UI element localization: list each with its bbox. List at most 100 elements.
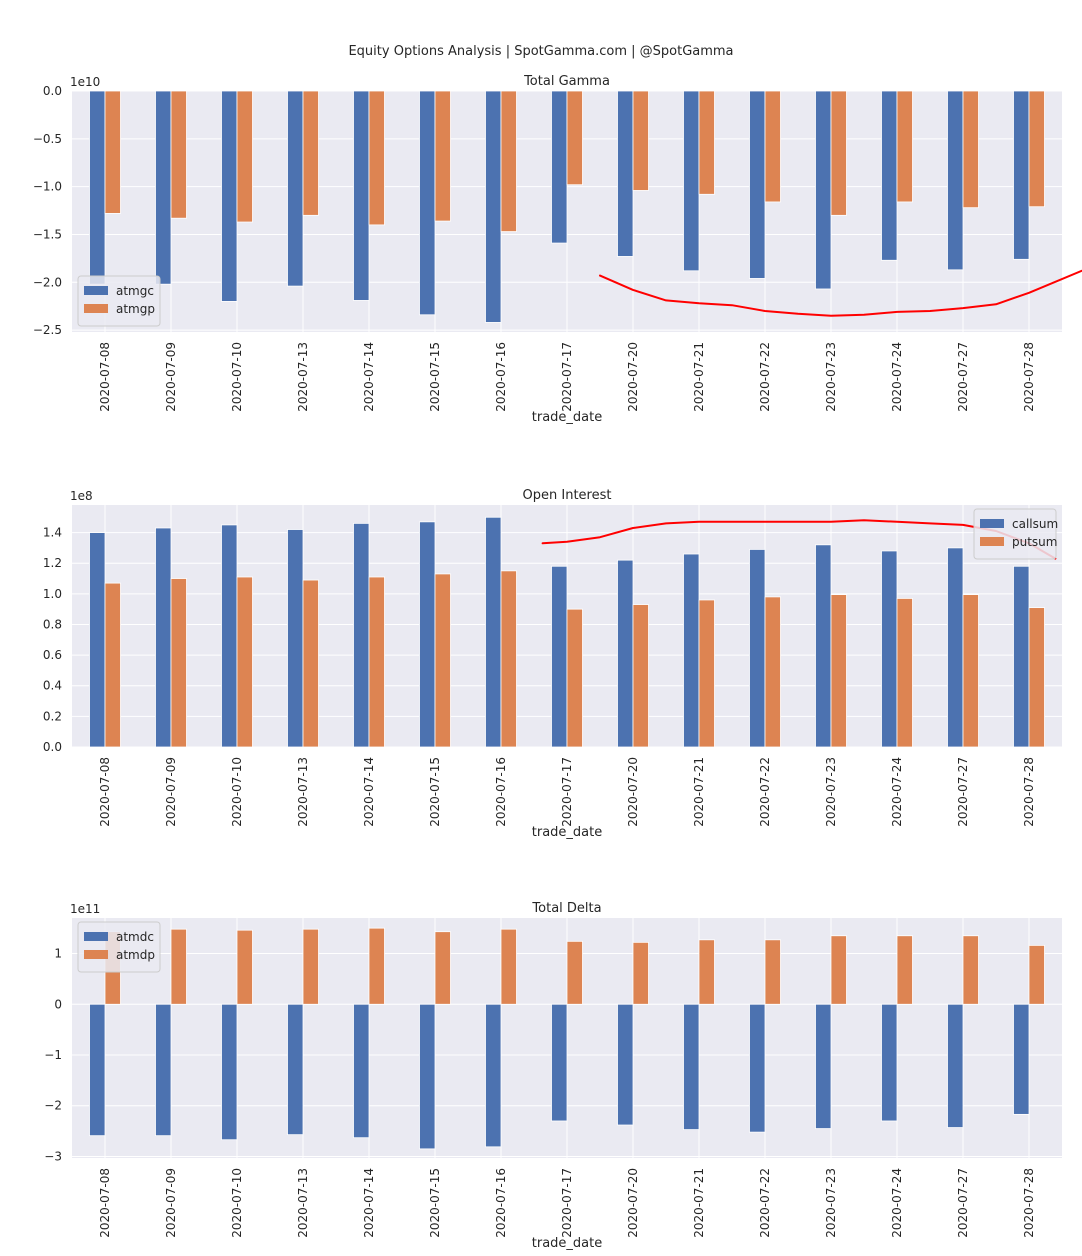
bar-atmgp — [764, 90, 781, 203]
bar-atmdc — [89, 1003, 106, 1137]
bar-putsum — [632, 604, 649, 748]
xtick-label: 2020-07-21 — [692, 342, 706, 412]
xtick-label: 2020-07-23 — [824, 1168, 838, 1238]
bar-putsum — [698, 599, 715, 748]
legend-label-atmdc: atmdc — [116, 930, 154, 944]
xtick-label: 2020-07-16 — [494, 757, 508, 827]
bar-callsum — [947, 547, 964, 748]
xtick-label: 2020-07-21 — [692, 1168, 706, 1238]
xtick-label: 2020-07-16 — [494, 342, 508, 412]
panel-0: 0.0 −0.5 −1.0 −1.5 −2.0 −2.5 1e10 Total Gamma 20… — [33, 74, 1082, 425]
bar-atmgc — [419, 90, 436, 316]
legend: callsum putsum — [973, 508, 1058, 560]
bar-callsum — [881, 550, 898, 748]
ytick-label: 0.8 — [43, 617, 62, 631]
x-axis-label: trade_date — [532, 825, 602, 840]
bar-atmgc — [155, 90, 172, 285]
xtick-label: 2020-07-28 — [1022, 342, 1036, 412]
bar-atmdp — [170, 928, 187, 1005]
bar-atmdc — [353, 1003, 370, 1139]
bar-atmdc — [749, 1003, 766, 1133]
bar-atmdc — [551, 1003, 568, 1122]
bar-atmgp — [698, 90, 715, 195]
bar-atmdp — [632, 941, 649, 1005]
xtick-label: 2020-07-24 — [890, 1168, 904, 1238]
legend-label-atmgp: atmgp — [116, 302, 155, 316]
ytick-label: 0.2 — [43, 709, 62, 723]
bar-atmgp — [566, 90, 583, 186]
bar-atmdc — [683, 1003, 700, 1130]
bar-atmdc — [947, 1003, 964, 1128]
xtick-label: 2020-07-14 — [362, 1168, 376, 1238]
xtick-label: 2020-07-22 — [758, 1168, 772, 1238]
xtick-label: 2020-07-17 — [560, 1168, 574, 1238]
xtick-label: 2020-07-09 — [164, 757, 178, 827]
axis-offset-label: 1e10 — [70, 75, 100, 89]
bar-callsum — [89, 532, 106, 748]
bar-atmgc — [1013, 90, 1030, 260]
bar-putsum — [302, 579, 319, 748]
bar-putsum — [434, 573, 451, 748]
bar-callsum — [815, 544, 832, 748]
bar-atmgp — [962, 90, 979, 209]
bar-atmgc — [749, 90, 766, 279]
bar-atmdc — [881, 1003, 898, 1122]
bar-atmgc — [221, 90, 238, 302]
ytick-label: 0.0 — [43, 84, 62, 98]
bar-callsum — [683, 553, 700, 748]
legend-label-callsum: callsum — [1012, 517, 1058, 531]
xtick-label: 2020-07-08 — [98, 1168, 112, 1238]
ytick-label: −1 — [44, 1048, 62, 1062]
xtick-label: 2020-07-22 — [758, 757, 772, 827]
bar-atmdp — [566, 940, 583, 1005]
xtick-label: 2020-07-20 — [626, 1168, 640, 1238]
ytick-label: −1.0 — [33, 180, 62, 194]
bar-atmgp — [896, 90, 913, 203]
legend-swatch-atmgc — [84, 286, 108, 295]
ytick-label: 0.4 — [43, 679, 62, 693]
xtick-label: 2020-07-21 — [692, 757, 706, 827]
legend-swatch-atmgp — [84, 304, 108, 313]
x-axis-label: trade_date — [532, 410, 602, 425]
bar-callsum — [353, 522, 370, 748]
xtick-label: 2020-07-10 — [230, 342, 244, 412]
xtick-label: 2020-07-13 — [296, 1168, 310, 1238]
bar-callsum — [551, 565, 568, 748]
bar-atmdp — [500, 928, 517, 1005]
bar-atmgc — [815, 90, 832, 290]
bar-callsum — [749, 549, 766, 748]
bar-atmgc — [881, 90, 898, 261]
legend: atmdc atmdp — [77, 921, 161, 973]
ytick-label: −0.5 — [33, 132, 62, 146]
bar-callsum — [1013, 565, 1030, 748]
bar-putsum — [566, 608, 583, 748]
xtick-label: 2020-07-28 — [1022, 1168, 1036, 1238]
bar-putsum — [896, 598, 913, 748]
xtick-label: 2020-07-16 — [494, 1168, 508, 1238]
xtick-label: 2020-07-14 — [362, 342, 376, 412]
bar-putsum — [962, 594, 979, 748]
ytick-label: −1.5 — [33, 227, 62, 241]
bar-putsum — [368, 576, 385, 748]
bar-atmgp — [500, 90, 517, 232]
ytick-label: −2.0 — [33, 275, 62, 289]
xtick-label: 2020-07-15 — [428, 757, 442, 827]
xtick-label: 2020-07-13 — [296, 342, 310, 412]
bar-callsum — [221, 524, 238, 748]
bar-callsum — [485, 516, 502, 748]
xtick-label: 2020-07-15 — [428, 1168, 442, 1238]
bar-atmgc — [683, 90, 700, 272]
bar-atmgc — [485, 90, 502, 323]
bar-atmdp — [698, 939, 715, 1005]
xtick-label: 2020-07-23 — [824, 342, 838, 412]
legend-swatch-atmdp — [84, 950, 108, 959]
xtick-label: 2020-07-23 — [824, 757, 838, 827]
bar-atmgp — [104, 90, 121, 214]
bar-callsum — [155, 527, 172, 748]
bar-putsum — [170, 578, 187, 748]
xtick-label: 2020-07-17 — [560, 342, 574, 412]
bar-atmdc — [1013, 1003, 1030, 1115]
figure-suptitle: Equity Options Analysis | SpotGamma.com … — [348, 44, 734, 59]
xtick-label: 2020-07-27 — [956, 1168, 970, 1238]
bar-putsum — [1028, 607, 1045, 748]
